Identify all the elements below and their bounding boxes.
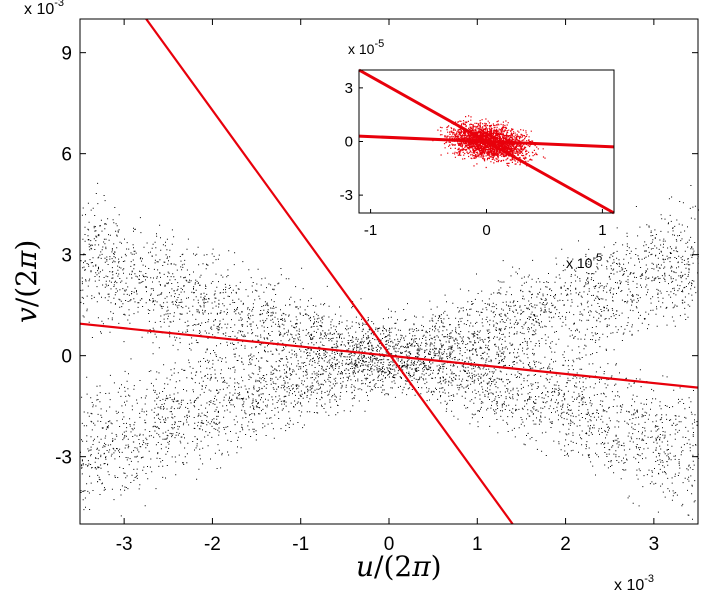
inset-x-tick-label: -1 [364,222,377,239]
inset-manifold-lines [358,68,615,215]
main-ticks: -3 -2 -1 0 1 2 3 -3 0 3 6 9 [55,19,698,555]
x-axis-label: u/(2π) [356,550,442,583]
y-tick-label: 9 [61,44,72,65]
inset-y-tick-label: -3 [340,187,353,204]
y-tick-label: 3 [61,246,72,267]
y-tick-label: 6 [61,145,72,166]
x-tick-label: 0 [384,534,395,555]
x-multiplier: x 10-3 [614,573,654,594]
y-axis-label: v/(2π) [10,240,43,323]
inset-ticks: -1 0 1 -3 0 3 [340,80,607,239]
manifold-lines [79,18,699,525]
main-plot: -3 -2 -1 0 1 2 3 -3 0 3 6 9 x 10-3 x 10-3 u/(2π) v/… [10,0,699,594]
y-multiplier: x 10-3 [24,0,64,18]
inset-x-tick-label: 1 [598,222,606,239]
y-tick-label: -3 [55,448,72,469]
manifold-line-2 [79,322,699,389]
inset-y-tick-label: 0 [345,134,353,151]
inset-y-multiplier: x 10-5 [348,38,384,57]
x-tick-label: 1 [472,534,483,555]
inset-x-multiplier: x 10-5 [566,252,602,271]
inset-x-tick-label: 0 [482,222,490,239]
inset-y-tick-label: 3 [345,80,353,97]
x-tick-label: -3 [116,534,133,555]
x-tick-label: 2 [560,534,571,555]
x-tick-label: -1 [292,534,309,555]
inset-manifold-line-2 [358,134,615,149]
x-tick-label: 3 [649,534,660,555]
manifold-line-1 [145,18,514,525]
x-tick-label: -2 [204,534,221,555]
y-tick-label: 0 [61,347,72,368]
inset-plot: -1 0 1 -3 0 3 x 10-5 x 10-5 [340,38,615,271]
